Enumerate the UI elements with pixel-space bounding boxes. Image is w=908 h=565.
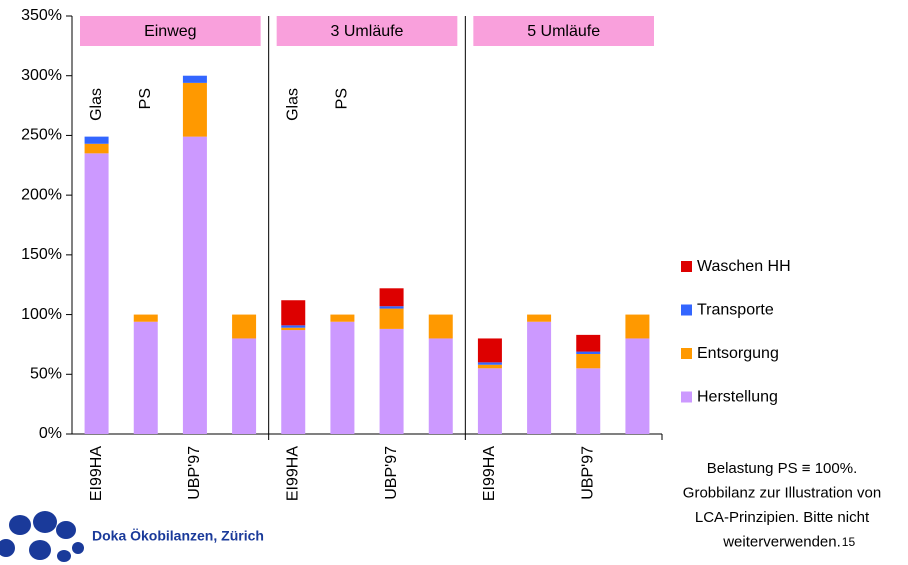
bar-segment: [379, 306, 404, 309]
bar-segment: [84, 153, 109, 435]
bar-segment: [281, 300, 306, 326]
bar-segment: [379, 308, 404, 329]
legend-swatch: [681, 348, 692, 359]
bar-segment: [477, 362, 502, 365]
y-tick-label: 250%: [21, 127, 62, 144]
bar-segment: [428, 338, 453, 434]
y-tick-label: 0%: [39, 425, 62, 442]
bar-segment: [576, 334, 601, 352]
legend-swatch: [681, 304, 692, 316]
legend-swatch: [681, 261, 692, 272]
bar-segment: [379, 328, 404, 434]
footer-note: LCA-Prinzipien. Bitte nicht: [695, 509, 870, 526]
bar-segment: [281, 330, 306, 434]
x-tick-label: UBP'97: [579, 446, 596, 500]
group-label: Einweg: [144, 23, 196, 40]
bar-segment: [281, 327, 306, 331]
group-label: 3 Umläufe: [331, 23, 404, 40]
footer-note: Belastung PS ≡ 100%.: [707, 460, 858, 477]
y-tick-label: 50%: [30, 366, 62, 383]
page-number: 15: [842, 535, 856, 549]
group-header: [276, 16, 458, 46]
x-tick-label: EI99HA: [481, 446, 498, 501]
bar-segment: [182, 82, 207, 137]
bar-segment: [182, 75, 207, 83]
bar-segment: [625, 314, 650, 339]
organization: Doka Ökobilanzen, Zürich: [92, 528, 264, 544]
bar-annotation: PS: [334, 88, 351, 109]
x-tick-label: UBP'97: [383, 446, 400, 500]
bar-segment: [281, 325, 306, 328]
y-tick-label: 300%: [21, 67, 62, 84]
bar-segment: [527, 321, 552, 434]
bar-segment: [576, 368, 601, 434]
group-header: [473, 16, 654, 46]
footer-note: Grobbilanz zur Illustration von: [683, 484, 881, 501]
bar-annotation: Glas: [284, 88, 301, 121]
bar-segment: [133, 321, 158, 434]
bar-segment: [84, 136, 109, 144]
bar-segment: [576, 353, 601, 369]
x-tick-label: UBP'97: [186, 446, 203, 500]
legend-label: Herstellung: [697, 389, 778, 406]
bar-segment: [379, 288, 404, 307]
bar-segment: [330, 321, 355, 434]
y-tick-label: 350%: [21, 7, 62, 24]
bar-annotation: Glas: [88, 88, 105, 121]
y-tick-label: 100%: [21, 306, 62, 323]
bar-segment: [330, 314, 355, 322]
bar-segment: [477, 368, 502, 434]
bar-segment: [477, 338, 502, 363]
bar-segment: [527, 314, 552, 322]
footer-note: weiterverwenden.: [722, 533, 841, 550]
x-tick-label: EI99HA: [284, 446, 301, 501]
y-tick-label: 200%: [21, 186, 62, 203]
bar-segment: [428, 314, 453, 339]
bar-segment: [133, 314, 158, 322]
bar-segment: [477, 364, 502, 369]
legend-swatch: [681, 391, 692, 403]
legend-label: Waschen HH: [697, 258, 791, 275]
logo: [0, 511, 84, 562]
legend-label: Entsorgung: [697, 345, 779, 362]
legend-label: Transporte: [697, 302, 774, 319]
group-header: [80, 16, 261, 46]
bar-segment: [625, 338, 650, 434]
bar-segment: [84, 143, 109, 154]
bar-segment: [576, 351, 601, 354]
bar-segment: [182, 136, 207, 434]
bar-annotation: PS: [137, 88, 154, 109]
group-label: 5 Umläufe: [527, 23, 600, 40]
bar-segment: [232, 314, 257, 339]
x-tick-label: EI99HA: [88, 446, 105, 501]
bar-segment: [232, 338, 257, 434]
y-tick-label: 150%: [21, 246, 62, 263]
